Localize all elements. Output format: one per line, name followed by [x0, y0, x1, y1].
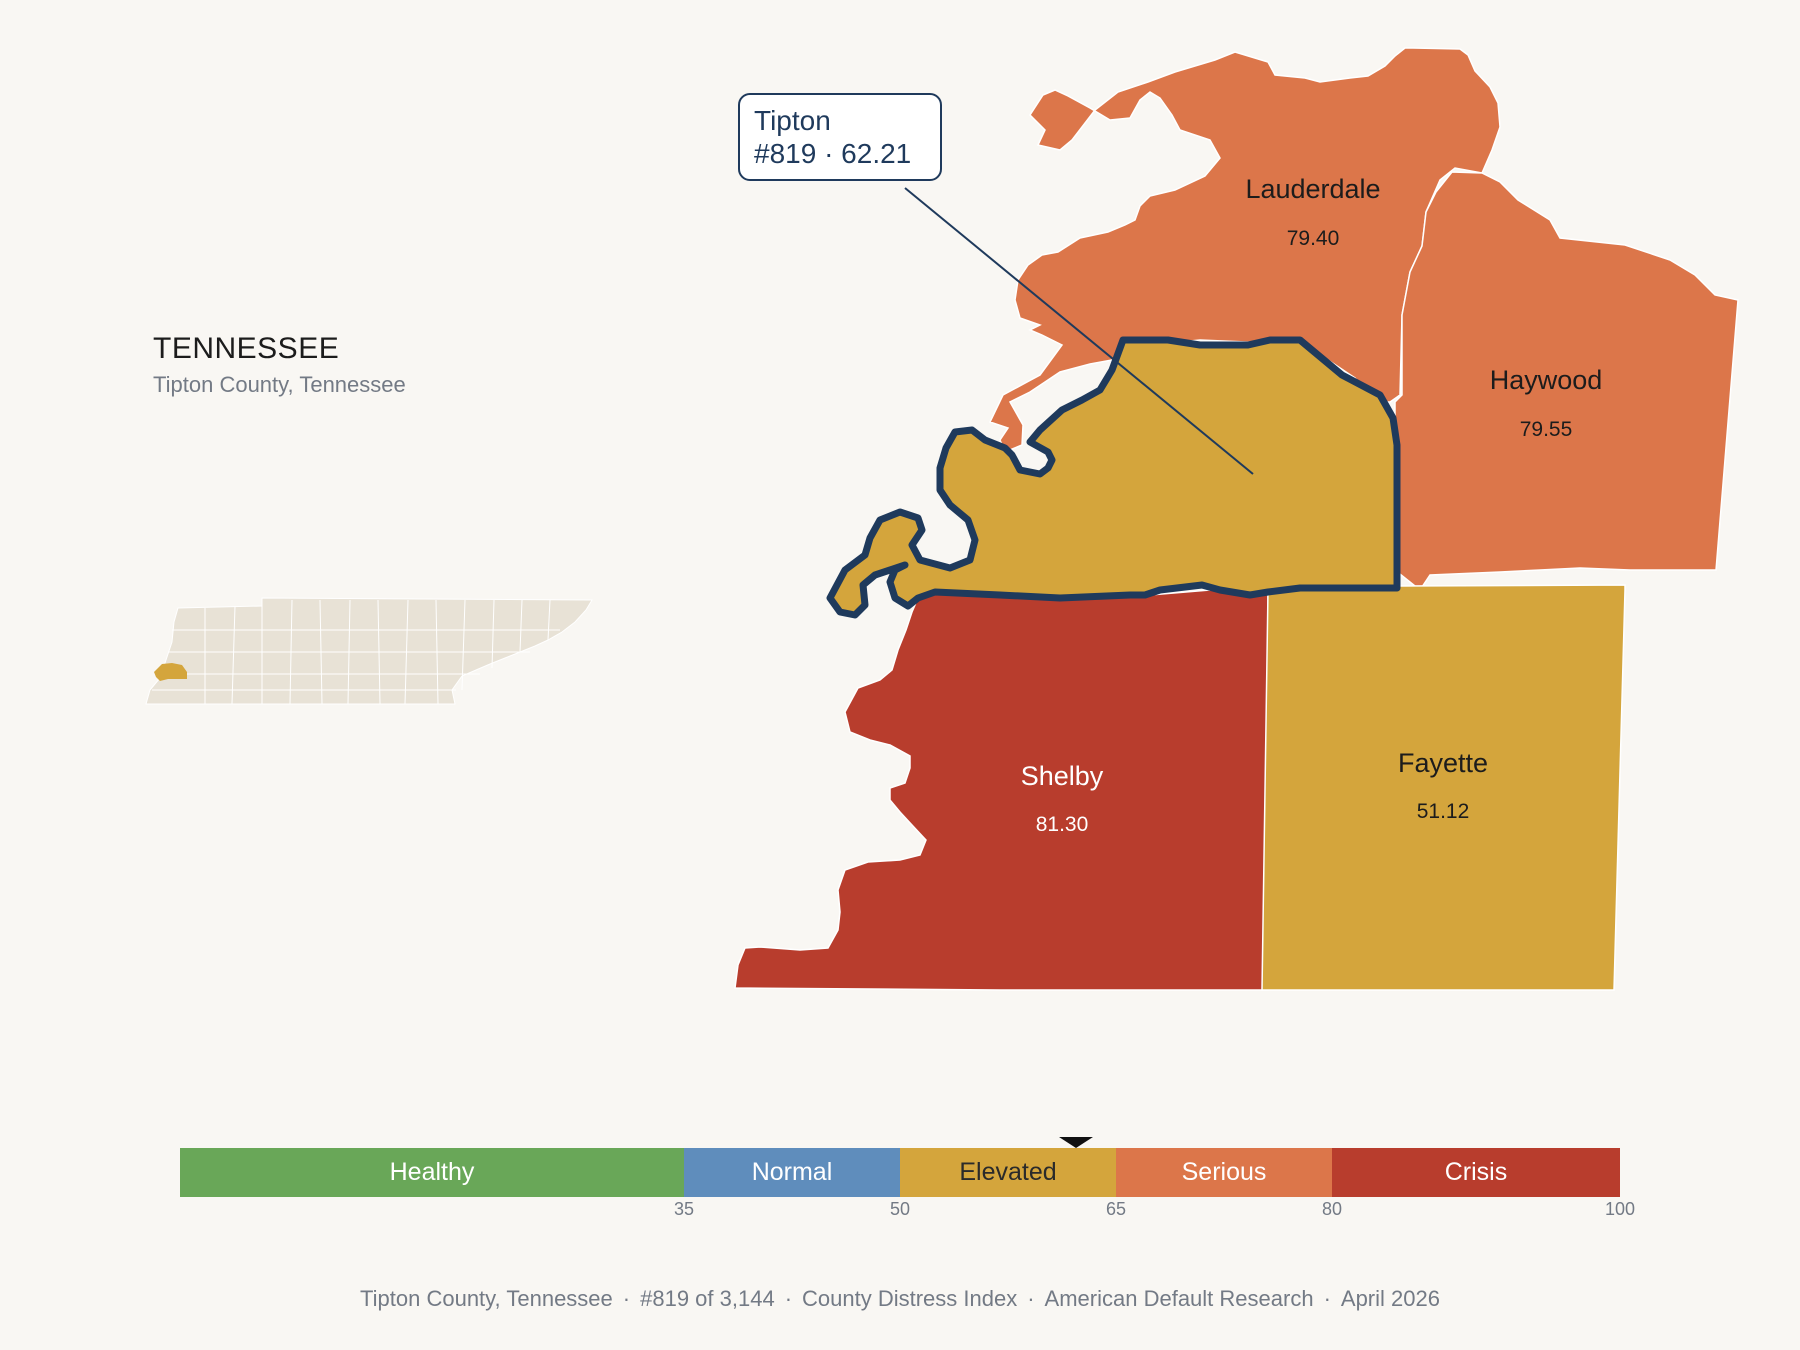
- label-lauderdale-score: 79.40: [1287, 227, 1340, 250]
- label-shelby-score: 81.30: [1036, 813, 1089, 836]
- label-lauderdale-name: Lauderdale: [1245, 174, 1380, 204]
- selected-county-callout: Tipton #819 · 62.21: [738, 93, 942, 181]
- legend-tick-65: 65: [1105, 1199, 1127, 1219]
- label-shelby-name: Shelby: [1021, 761, 1104, 791]
- county-shelby[interactable]: [734, 589, 1269, 991]
- tennessee-inset: [145, 597, 593, 705]
- footer-source: American Default Research: [1044, 1286, 1314, 1311]
- footer-credits: Tipton County, Tennessee · #819 of 3,144 · C…: [360, 1286, 1440, 1311]
- legend-segment-elevated: Elevated: [900, 1148, 1116, 1197]
- legend-tick-50: 50: [889, 1199, 911, 1219]
- county-fayette[interactable]: [1261, 584, 1626, 991]
- callout-county-name: Tipton: [754, 105, 831, 136]
- footer-date: April 2026: [1340, 1286, 1440, 1311]
- callout-rank-score: #819 · 62.21: [754, 138, 912, 169]
- legend-segment-normal: Normal: [684, 1148, 900, 1197]
- legend-segment-crisis: Crisis: [1332, 1148, 1620, 1197]
- state-subtitle: Tipton County, Tennessee: [153, 372, 406, 397]
- county-tipton[interactable]: [826, 336, 1401, 619]
- legend-tick-100: 100: [1604, 1199, 1636, 1219]
- inset-tipton-highlight: [154, 663, 187, 681]
- county-haywood[interactable]: [1389, 171, 1739, 592]
- inset-state-shape: [145, 597, 593, 705]
- score-marker: [1058, 1137, 1093, 1148]
- label-haywood-score: 79.55: [1520, 418, 1573, 441]
- legend-segment-serious: Serious: [1116, 1148, 1332, 1197]
- county-labels: Lauderdale 79.40 Haywood 79.55 Shelby 81…: [1021, 174, 1603, 836]
- inset-county-lines: [152, 599, 560, 705]
- label-haywood-name: Haywood: [1490, 365, 1603, 395]
- legend-tick-35: 35: [673, 1199, 695, 1219]
- footer-county: Tipton County, Tennessee: [360, 1286, 613, 1311]
- legend-tick-80: 80: [1321, 1199, 1343, 1219]
- legend-segment-healthy: Healthy: [180, 1148, 684, 1197]
- label-fayette-score: 51.12: [1417, 800, 1470, 823]
- state-title: TENNESSEE: [153, 332, 340, 365]
- callout-leader-line: [904, 187, 1254, 475]
- footer-rank: #819 of 3,144: [640, 1286, 775, 1311]
- label-fayette-name: Fayette: [1398, 748, 1488, 778]
- footer-index: County Distress Index: [802, 1286, 1018, 1311]
- distress-legend-bar: Healthy Normal Elevated Serious Crisis: [180, 1148, 1620, 1197]
